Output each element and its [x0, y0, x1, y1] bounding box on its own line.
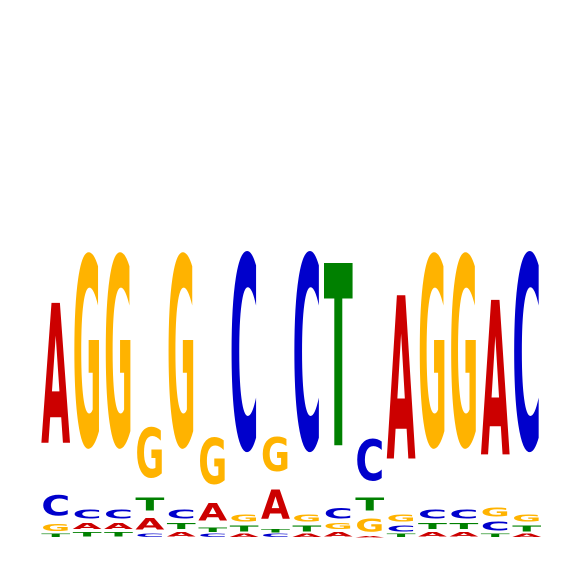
letter-g-pos-16: G	[512, 513, 541, 525]
letter-a-pos-7: A	[230, 533, 260, 538]
letter-g-pos-10: G	[324, 522, 353, 531]
letter-t-pos-7: T	[230, 524, 259, 533]
letter-g-pos-8: G	[261, 428, 290, 482]
letter-a-pos-11: A	[355, 536, 385, 538]
letter-g-pos-14: G	[449, 204, 478, 507]
letter-c-pos-13: C	[418, 508, 447, 522]
letter-c-pos-10: C	[324, 505, 353, 522]
letter-c-pos-16: C	[512, 201, 541, 512]
letter-g-pos-12: G	[387, 513, 416, 525]
letter-t-pos-12: T	[387, 533, 417, 538]
letter-t-pos-5: T	[167, 522, 196, 531]
letter-a-pos-14: A	[449, 531, 478, 538]
letter-t-pos-2: T	[73, 531, 102, 538]
letter-g-pos-2: G	[73, 204, 102, 507]
letter-g-pos-3: G	[104, 204, 133, 507]
letter-t-pos-15: T	[481, 533, 511, 538]
letter-g-pos-11: G	[355, 515, 384, 536]
letter-c-pos-5: C	[167, 508, 196, 522]
letter-t-pos-8: T	[261, 529, 291, 534]
letter-t-pos-1: T	[41, 533, 71, 538]
letter-t-pos-11: T	[355, 494, 385, 515]
letter-c-pos-14: C	[449, 508, 478, 522]
letter-a-pos-16: A	[512, 533, 542, 538]
letter-c-pos-6: C	[198, 533, 227, 538]
letter-c-pos-15: C	[481, 519, 510, 533]
letter-g-pos-9: G	[292, 513, 321, 525]
letter-a-pos-2: A	[73, 522, 102, 531]
letter-a-pos-15: A	[481, 258, 510, 504]
letter-a-pos-1: A	[41, 265, 70, 488]
letter-c-pos-11: C	[355, 429, 384, 494]
letter-a-pos-10: A	[324, 531, 353, 538]
letter-a-pos-12: A	[387, 251, 416, 512]
letter-a-pos-13: A	[418, 531, 447, 538]
letter-a-pos-5: A	[167, 531, 196, 538]
letter-t-pos-16: T	[512, 524, 541, 533]
letter-g-pos-7: G	[230, 513, 259, 525]
letter-t-pos-14: T	[449, 522, 478, 531]
letter-g-pos-5: G	[167, 204, 196, 507]
letter-g-pos-15: G	[481, 506, 510, 520]
letter-a-pos-9: A	[292, 533, 322, 538]
letter-c-pos-1: C	[41, 490, 70, 523]
letter-c-pos-7: C	[230, 201, 259, 512]
letter-t-pos-4: T	[135, 494, 165, 515]
letter-a-pos-3: A	[104, 522, 133, 531]
letter-c-pos-4: C	[135, 533, 164, 538]
letter-g-pos-6: G	[198, 426, 227, 498]
letter-t-pos-10: T	[324, 215, 353, 505]
letter-g-pos-13: G	[418, 204, 447, 507]
letter-c-pos-12: C	[387, 524, 416, 533]
letter-a-pos-8: A	[261, 483, 290, 529]
letter-a-pos-4: A	[135, 514, 165, 533]
letter-a-pos-6: A	[198, 499, 228, 526]
letter-t-pos-13: T	[418, 522, 447, 531]
letter-g-pos-1: G	[41, 522, 70, 534]
letter-t-pos-3: T	[104, 531, 133, 538]
letter-g-pos-4: G	[135, 414, 164, 493]
letter-c-pos-2: C	[73, 508, 102, 522]
letter-c-pos-3: C	[104, 508, 133, 522]
letter-c-pos-8: C	[261, 533, 290, 538]
letter-t-pos-6: T	[198, 527, 227, 534]
letter-t-pos-9: T	[292, 524, 321, 533]
letter-c-pos-9: C	[292, 201, 321, 512]
